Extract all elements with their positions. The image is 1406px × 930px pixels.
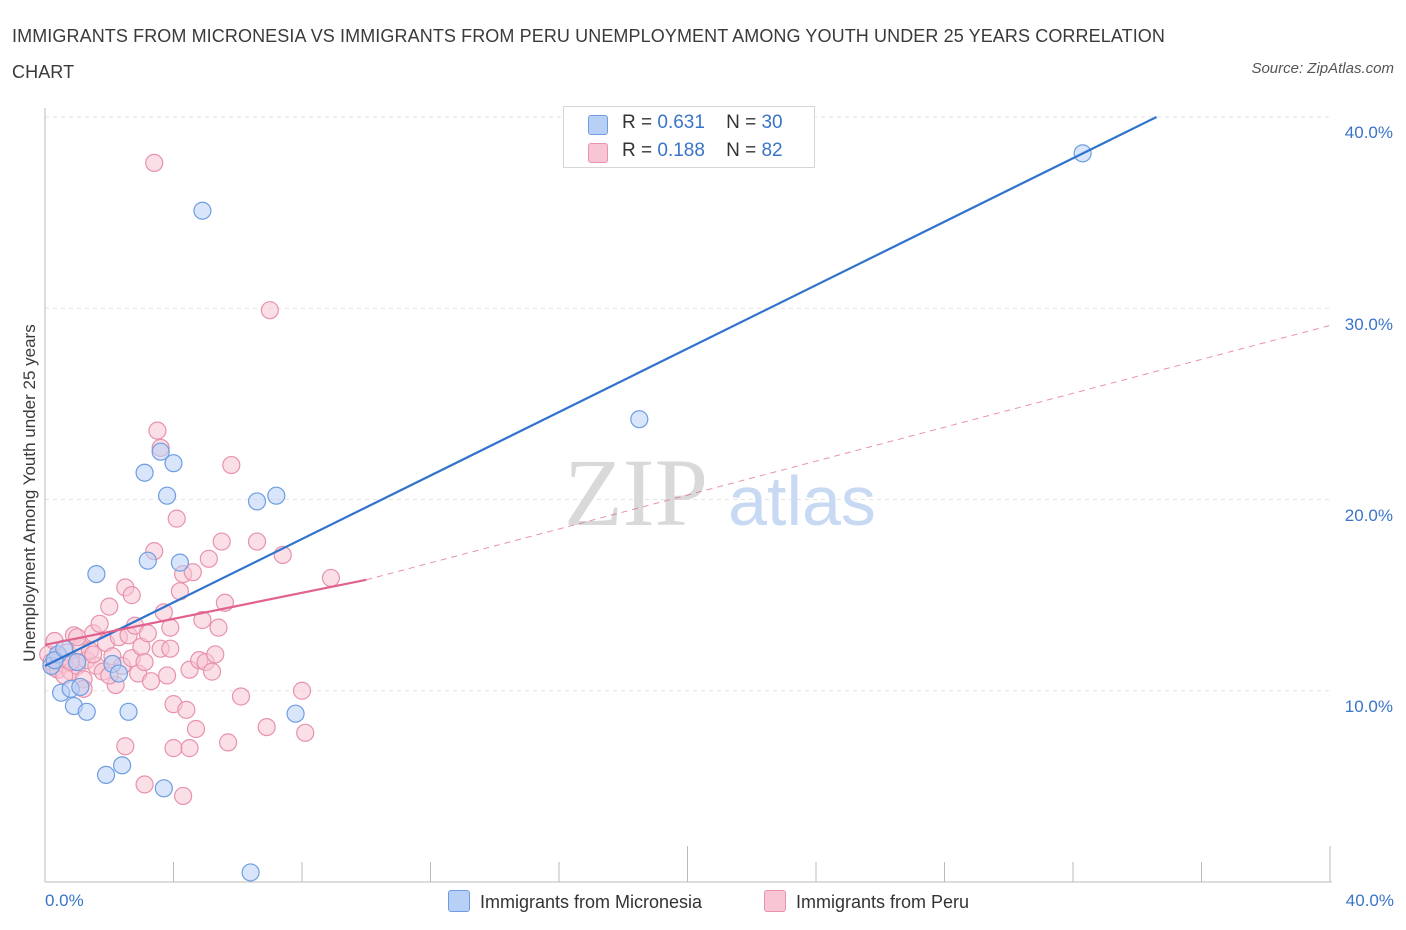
peru-point (84, 645, 103, 664)
peru-legend-label: Immigrants from Peru (796, 892, 970, 912)
micronesia-point (109, 664, 128, 683)
micronesia-point (630, 410, 649, 429)
peru-swatch (588, 143, 608, 163)
micronesia-swatch (588, 115, 608, 135)
micronesia-point (164, 454, 183, 473)
peru-point (122, 586, 141, 605)
micronesia-point (193, 201, 212, 220)
peru-point (167, 509, 186, 528)
r-label: R = (622, 112, 653, 133)
y-tick-40: 40.0% (1344, 123, 1393, 142)
peru-point (292, 681, 312, 700)
micronesia-point (68, 652, 87, 672)
peru-trend-line (44, 578, 367, 646)
watermark-zip: ZIP (564, 439, 708, 546)
peru-point (145, 153, 164, 172)
axes (44, 108, 1332, 883)
x-tick-right: 40.0% (1345, 891, 1394, 910)
micronesia-point (87, 564, 106, 584)
stats-legend: R = 0.631 N = 30 R = 0.188 N = 82 (563, 106, 815, 168)
peru-point (157, 666, 177, 685)
watermark-atlas: atlas (728, 462, 876, 540)
micronesia-point (135, 463, 154, 482)
peru-point (174, 786, 193, 806)
micronesia-point (170, 553, 190, 572)
peru-point (193, 610, 212, 630)
peru-trend-extension (366, 324, 1331, 581)
peru-point (231, 687, 251, 706)
micronesia-point (77, 702, 96, 721)
peru-point (212, 532, 231, 551)
legend-item-micronesia[interactable]: Immigrants from Micronesia (448, 890, 702, 913)
peru-point (180, 739, 199, 758)
n-label: N = (726, 140, 757, 161)
micronesia-point (96, 765, 116, 785)
peru-point (138, 624, 157, 643)
micronesia-point (286, 704, 305, 723)
micronesia-point (241, 863, 260, 882)
peru-point (222, 455, 241, 475)
micronesia-n-value: 30 (761, 112, 783, 133)
grid-lines (45, 116, 1330, 692)
micronesia-trend-line (44, 116, 1158, 667)
micronesia-r-value: 0.631 (657, 112, 705, 133)
peru-point (100, 597, 119, 616)
peru-point (183, 563, 202, 582)
peru-point (177, 700, 196, 719)
y-tick-30: 30.0% (1344, 315, 1393, 334)
micronesia-point (267, 486, 286, 505)
micronesia-point (157, 486, 177, 505)
peru-point (260, 301, 279, 320)
peru-point (206, 645, 225, 664)
peru-point (199, 549, 218, 568)
peru-point (296, 723, 315, 742)
peru-point (209, 618, 228, 637)
legend-item-peru[interactable]: Immigrants from Peru (764, 890, 969, 913)
micronesia-point (112, 756, 132, 775)
micronesia-point (119, 702, 138, 721)
micronesia-point (138, 551, 157, 570)
micronesia-point (151, 442, 170, 461)
source-label: Source: ZipAtlas.com (1251, 60, 1394, 77)
y-tick-20: 20.0% (1344, 506, 1393, 525)
peru-point (135, 652, 154, 672)
trend-lines (44, 116, 1331, 667)
micronesia-legend-swatch (448, 890, 470, 912)
x-tick-left: 0.0% (45, 891, 84, 910)
peru-point (161, 639, 180, 658)
y-tick-10: 10.0% (1344, 697, 1393, 716)
peru-legend-swatch (764, 890, 786, 912)
peru-point (202, 662, 222, 681)
micronesia-legend-label: Immigrants from Micronesia (480, 892, 703, 912)
micronesia-point (154, 779, 173, 798)
micronesia-point (71, 677, 90, 697)
peru-point (186, 719, 206, 739)
peru-point (135, 775, 154, 794)
peru-point (116, 737, 135, 756)
micronesia-point (247, 492, 267, 511)
chart-title: IMMIGRANTS FROM MICRONESIA VS IMMIGRANTS… (12, 26, 1165, 82)
n-label: N = (726, 112, 757, 133)
peru-point (321, 568, 341, 588)
peru-point (247, 532, 267, 551)
peru-point (164, 739, 183, 758)
peru-point (148, 421, 167, 440)
peru-point (219, 733, 238, 752)
watermark: ZIP atlas (564, 439, 876, 546)
peru-point (257, 717, 276, 737)
peru-r-value: 0.188 (657, 140, 705, 161)
peru-point (90, 614, 109, 633)
r-label: R = (622, 140, 653, 161)
data-points (39, 144, 1092, 882)
peru-n-value: 82 (761, 140, 783, 161)
peru-point (141, 672, 161, 691)
